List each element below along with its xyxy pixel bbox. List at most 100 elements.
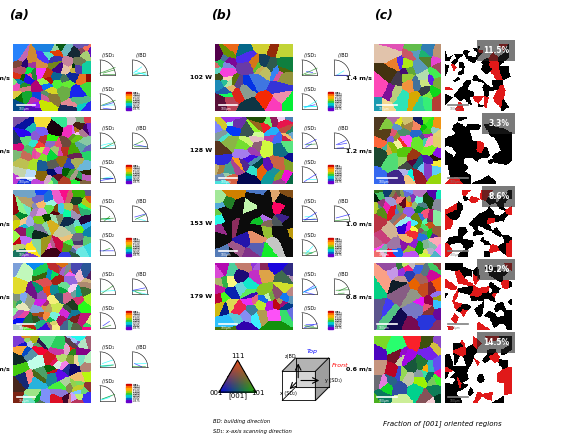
Text: 100μm: 100μm bbox=[220, 326, 231, 329]
Bar bbox=[241, 382, 242, 383]
Bar bbox=[240, 373, 241, 374]
Bar bbox=[328, 238, 333, 239]
Bar bbox=[237, 388, 238, 389]
Bar bbox=[243, 389, 244, 390]
Bar bbox=[226, 378, 227, 379]
Bar bbox=[238, 389, 239, 390]
Title: //BD: //BD bbox=[338, 125, 348, 130]
Text: 3.543: 3.543 bbox=[133, 93, 141, 97]
Bar bbox=[236, 378, 237, 379]
Bar bbox=[237, 360, 238, 361]
Bar bbox=[237, 382, 238, 383]
Bar bbox=[239, 384, 240, 385]
Bar bbox=[236, 379, 237, 380]
Bar bbox=[242, 384, 243, 385]
Text: 0.500: 0.500 bbox=[133, 177, 140, 181]
Bar bbox=[234, 383, 235, 384]
Text: 1.4 m/s: 1.4 m/s bbox=[346, 75, 372, 80]
Bar bbox=[237, 361, 238, 362]
Bar bbox=[328, 99, 333, 101]
Bar bbox=[245, 383, 246, 384]
Bar bbox=[246, 375, 247, 376]
Bar bbox=[232, 369, 233, 370]
Bar bbox=[225, 384, 226, 385]
Bar bbox=[244, 371, 245, 372]
Bar bbox=[245, 385, 246, 386]
Bar bbox=[226, 382, 227, 383]
Bar bbox=[253, 388, 254, 389]
Bar bbox=[244, 387, 245, 388]
Bar bbox=[235, 375, 236, 376]
Title: //SD₂: //SD₂ bbox=[305, 159, 316, 164]
Bar bbox=[245, 382, 246, 383]
Bar bbox=[227, 391, 228, 392]
Bar bbox=[226, 381, 227, 382]
Text: 2.750: 2.750 bbox=[335, 95, 343, 99]
Bar bbox=[235, 381, 237, 382]
Bar bbox=[244, 372, 245, 373]
Bar bbox=[227, 377, 228, 378]
Bar bbox=[226, 388, 227, 389]
Bar bbox=[247, 385, 248, 386]
Bar bbox=[233, 373, 234, 374]
Bar bbox=[241, 387, 242, 388]
Bar bbox=[249, 381, 250, 382]
Bar bbox=[244, 384, 245, 385]
Bar bbox=[235, 364, 236, 365]
Bar bbox=[247, 384, 248, 385]
Bar bbox=[251, 388, 252, 389]
Bar bbox=[249, 388, 250, 389]
Bar bbox=[239, 391, 240, 392]
Bar bbox=[235, 375, 236, 376]
Bar bbox=[228, 379, 229, 380]
Title: //SD₂: //SD₂ bbox=[103, 232, 114, 237]
Bar bbox=[126, 240, 131, 242]
Text: 3.543: 3.543 bbox=[133, 385, 141, 389]
Bar bbox=[238, 373, 239, 374]
Bar bbox=[231, 380, 232, 381]
Bar bbox=[228, 382, 230, 383]
Bar bbox=[221, 387, 222, 388]
Bar bbox=[242, 388, 243, 389]
Bar bbox=[237, 374, 238, 375]
Bar bbox=[244, 373, 245, 374]
Bar bbox=[247, 380, 248, 381]
Bar bbox=[227, 384, 228, 385]
Bar bbox=[242, 375, 243, 376]
Bar bbox=[228, 388, 229, 389]
Bar bbox=[236, 377, 237, 378]
Bar bbox=[238, 374, 239, 375]
Bar bbox=[240, 365, 241, 366]
Bar bbox=[235, 384, 236, 385]
Bar bbox=[238, 384, 239, 385]
Bar bbox=[233, 380, 234, 381]
Bar bbox=[233, 372, 234, 373]
Bar bbox=[235, 391, 237, 392]
Bar bbox=[238, 390, 239, 391]
Bar bbox=[245, 379, 246, 380]
Bar bbox=[242, 389, 243, 390]
Bar bbox=[232, 381, 233, 382]
Bar bbox=[234, 381, 235, 382]
Bar bbox=[227, 384, 228, 385]
Bar bbox=[237, 372, 238, 373]
Bar bbox=[246, 381, 247, 382]
Bar bbox=[229, 377, 230, 378]
Bar bbox=[126, 245, 131, 246]
Bar bbox=[249, 380, 250, 381]
Bar bbox=[226, 389, 227, 390]
Bar bbox=[228, 375, 230, 376]
Bar bbox=[232, 391, 233, 392]
Bar bbox=[237, 378, 238, 379]
Bar bbox=[242, 389, 243, 390]
Bar bbox=[250, 385, 251, 386]
Bar bbox=[228, 381, 229, 382]
Bar bbox=[247, 381, 248, 382]
Bar bbox=[227, 391, 228, 392]
Bar bbox=[241, 374, 242, 375]
Bar bbox=[239, 367, 240, 368]
Bar bbox=[227, 385, 228, 386]
Bar bbox=[126, 108, 131, 110]
Bar bbox=[230, 379, 231, 380]
Bar bbox=[243, 380, 244, 381]
